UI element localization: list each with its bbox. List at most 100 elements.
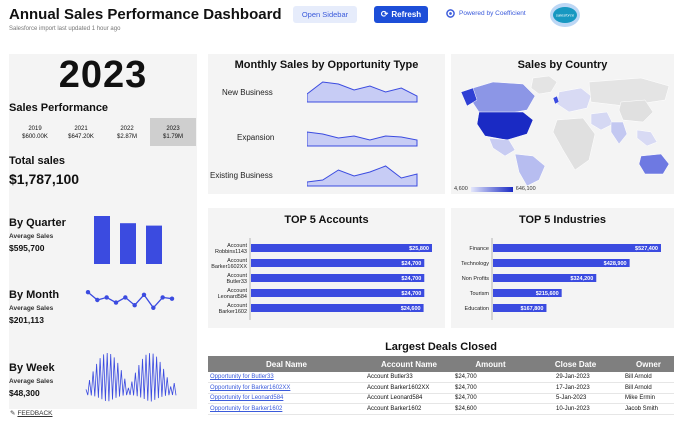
year-value: $1.79M — [162, 134, 183, 140]
canada-shape — [470, 81, 536, 115]
month-point — [85, 290, 91, 295]
table-header-row: Deal Name Account Name Amount Close Date… — [208, 356, 674, 372]
owner-cell: Mike Ermin — [623, 393, 674, 404]
column-header[interactable]: Owner — [623, 356, 674, 372]
data-label: $24,700 — [401, 261, 421, 267]
by-quarter-avg-label: Average Sales — [9, 233, 54, 240]
deal-link[interactable]: Opportunity for Barker1602XX — [210, 384, 291, 391]
year-2023-button[interactable]: 2023 $1.79M — [150, 118, 196, 146]
south-america-shape — [514, 153, 546, 186]
year-2021-button[interactable]: 2021 $647.20K — [58, 118, 104, 146]
month-point — [151, 305, 156, 310]
by-quarter-avg-value: $595,700 — [9, 243, 45, 253]
owner-cell: Bill Arnold — [623, 382, 674, 394]
month-point — [123, 295, 128, 300]
bar — [493, 304, 547, 312]
refresh-label: Refresh — [391, 10, 422, 19]
category-label: Leonard584 — [218, 294, 247, 300]
year-value: $600.00K — [22, 134, 48, 140]
close-date-cell: 10-Jun-2023 — [528, 403, 623, 415]
category-label: Finance — [469, 246, 489, 252]
bar — [493, 244, 661, 252]
amount-cell: $24,700 — [453, 382, 528, 394]
legend-max: 646,100 — [515, 186, 536, 192]
expansion-label: Expansion — [237, 133, 275, 142]
deal-link[interactable]: Opportunity for Leonard584 — [210, 395, 284, 402]
owner-cell: Jacob Smith — [623, 403, 674, 415]
year-value: $2.87M — [116, 134, 137, 140]
india-shape — [610, 121, 628, 145]
data-label: $24,600 — [401, 306, 421, 312]
largest-deals-table: Deal Name Account Name Amount Close Date… — [208, 356, 674, 415]
open-sidebar-button[interactable]: Open Sidebar — [293, 6, 357, 23]
salesforce-logo: salesforce — [550, 3, 580, 27]
existing-business-label: Existing Business — [210, 171, 273, 180]
category-label: Account — [227, 288, 247, 294]
bar — [251, 304, 424, 312]
africa-shape — [552, 117, 596, 171]
year-2022-button[interactable]: 2022 $2.87M — [104, 118, 150, 146]
opportunity-sparkline — [307, 81, 418, 103]
month-point — [95, 297, 100, 303]
category-label: Tourism — [470, 291, 490, 297]
category-label: Butler33 — [227, 279, 248, 285]
category-label: Technology — [461, 261, 489, 267]
category-label: Account — [227, 273, 247, 279]
powered-by-label: Powered by Coefficient — [459, 10, 526, 17]
new-business-label: New Business — [222, 88, 273, 97]
legend-min: 4,600 — [454, 186, 468, 192]
category-label: Barker1602 — [219, 309, 247, 315]
data-label: $215,600 — [536, 291, 559, 297]
sales-by-country-title: Sales by Country — [517, 59, 608, 71]
bar — [493, 259, 630, 267]
usa-shape — [476, 111, 534, 141]
year-label: 2022 — [120, 126, 134, 132]
category-label: Education — [465, 306, 489, 312]
deal-link[interactable]: Opportunity for Butler33 — [210, 374, 274, 380]
monthly-sales-sparklines — [307, 81, 418, 187]
bar — [493, 274, 597, 282]
powered-by-link[interactable]: Powered by Coefficient — [446, 9, 526, 18]
table-row: Opportunity for Barker1602 Account Barke… — [208, 403, 674, 415]
legend-gradient — [470, 186, 513, 192]
account-cell: Account Barker1602 — [365, 403, 453, 415]
feedback-link[interactable]: ✎ FEEDBACK — [10, 409, 53, 418]
category-label: Non Profits — [462, 276, 489, 282]
category-label: Account — [227, 258, 247, 264]
refresh-button[interactable]: ⟳ Refresh — [374, 6, 428, 23]
close-date-cell: 17-Jan-2023 — [528, 382, 623, 394]
sales-performance-heading: Sales Performance — [9, 102, 109, 114]
by-week-avg-label: Average Sales — [9, 378, 54, 385]
total-sales-value: $1,787,100 — [9, 171, 80, 187]
table-row: Opportunity for Leonard584 Account Leona… — [208, 393, 674, 404]
alaska-shape — [460, 87, 478, 107]
quarter-bar — [146, 225, 162, 264]
month-point — [113, 300, 119, 305]
world-map[interactable] — [451, 74, 674, 186]
deal-link[interactable]: Opportunity for Barker1602 — [210, 405, 283, 412]
data-label: $167,800 — [520, 306, 543, 312]
by-quarter-chart — [94, 216, 162, 264]
bar — [251, 259, 425, 267]
month-point — [104, 295, 109, 300]
refresh-icon: ⟳ — [380, 9, 389, 19]
column-header[interactable]: Account Name — [365, 356, 453, 372]
week-line — [85, 352, 177, 402]
year-2019-button[interactable]: 2019 $600.00K — [12, 118, 58, 146]
last-updated-text: Salesforce import last updated 1 hour ag… — [9, 26, 121, 32]
greenland-shape — [530, 75, 558, 95]
category-label: Barker1602XX — [211, 264, 247, 270]
by-week-heading: By Week — [9, 362, 55, 374]
column-header[interactable]: Deal Name — [208, 356, 365, 372]
amount-cell: $24,700 — [453, 393, 528, 404]
by-month-heading: By Month — [9, 289, 60, 301]
column-header[interactable]: Close Date — [528, 356, 623, 372]
china-shape — [618, 99, 654, 123]
opportunity-sparkline — [307, 131, 418, 147]
account-cell: Account Butler33 — [365, 372, 453, 383]
coefficient-logo-icon — [446, 9, 455, 18]
middle-east-shape — [590, 111, 614, 131]
australia-shape — [638, 153, 670, 175]
monthly-sales-title: Monthly Sales by Opportunity Type — [234, 59, 419, 71]
column-header[interactable]: Amount — [453, 356, 528, 372]
